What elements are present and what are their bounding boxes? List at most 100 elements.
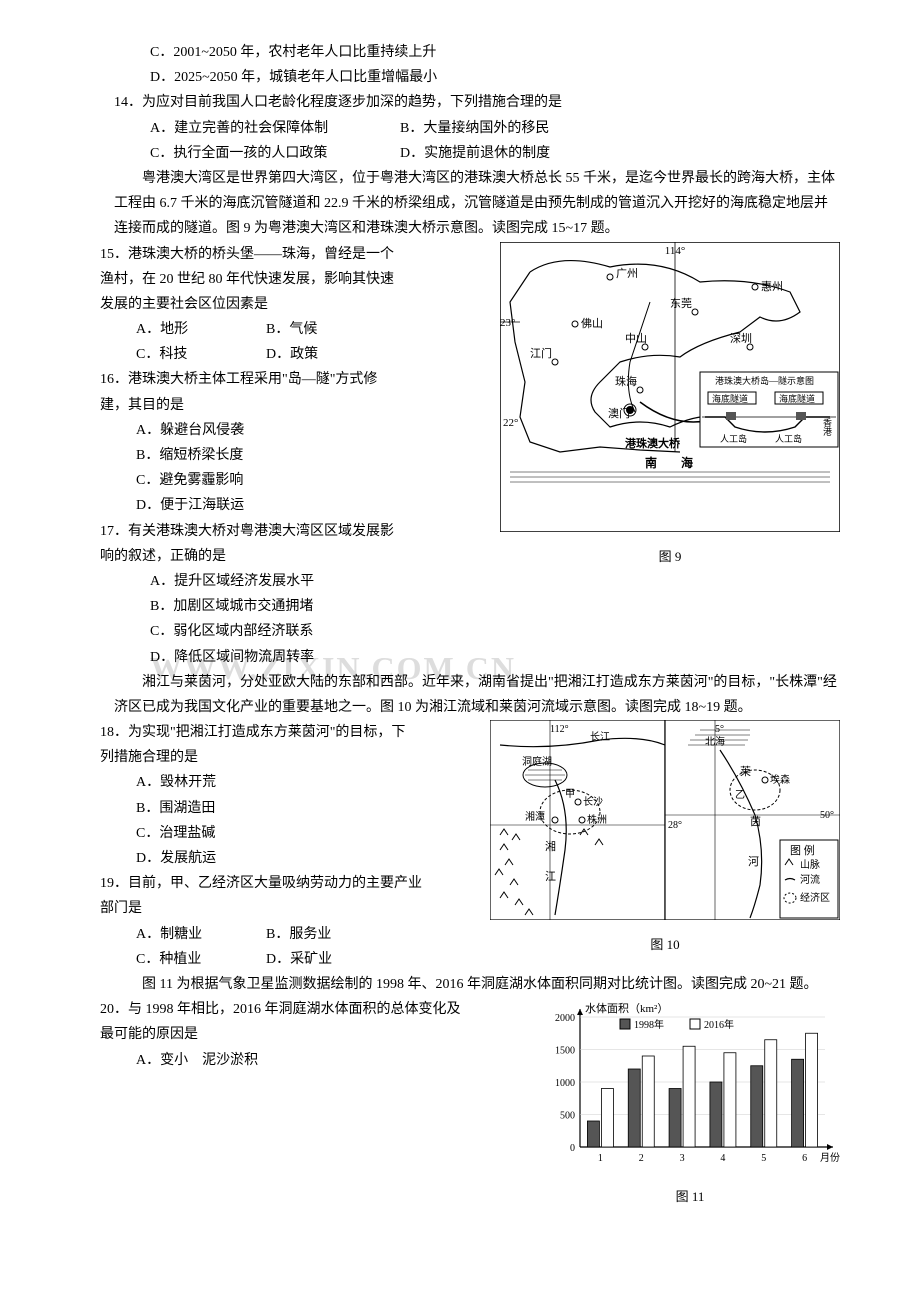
svg-text:22°: 22° <box>503 417 518 429</box>
svg-text:水体面积（km²）: 水体面积（km²） <box>585 1001 668 1015</box>
q19-l1: 19．目前，甲、乙经济区大量吸纳劳动力的主要产业 <box>100 871 480 896</box>
svg-text:惠州: 惠州 <box>761 279 783 293</box>
q14-opt-a: A．建立完善的社会保障体制 <box>150 116 400 141</box>
svg-text:江: 江 <box>545 870 556 883</box>
q16-opt-b: B．缩短桥梁长度 <box>136 443 490 468</box>
q20-l2: 最可能的原因是 <box>100 1022 530 1047</box>
q17-l1: 17．有关港珠澳大桥对粤港澳大湾区区域发展影 <box>100 519 490 544</box>
q18-opt-b: B．围湖造田 <box>136 796 480 821</box>
svg-text:5: 5 <box>761 1153 766 1164</box>
q20-l1: 20．与 1998 年相比，2016 年洞庭湖水体面积的总体变化及 <box>100 997 530 1022</box>
q19-opt-c: C．种植业 <box>136 947 266 972</box>
q19-options: A．制糖业 B．服务业 C．种植业 D．采矿业 <box>100 922 480 972</box>
lake-intro: 图 11 为根据气象卫星监测数据绘制的 1998 年、2016 年洞庭湖水体面积… <box>100 972 840 997</box>
q18-opt-c: C．治理盐碱 <box>136 821 480 846</box>
bridge-intro: 粤港澳大湾区是世界第四大湾区，位于粤港大湾区的港珠澳大桥总长 55 千米，是迄今… <box>100 166 840 242</box>
svg-text:3: 3 <box>680 1153 685 1164</box>
map-9: 114° 23° 广州 惠州 东莞 佛山 中山 深圳 江门 珠海 香港 澳门 2… <box>500 242 840 569</box>
svg-text:海底隧道: 海底隧道 <box>712 393 748 404</box>
q17-opt-c: C．弱化区域内部经济联系 <box>150 619 840 644</box>
svg-text:图 例: 图 例 <box>790 843 815 857</box>
svg-text:港珠澳大桥: 港珠澳大桥 <box>625 436 681 450</box>
svg-text:珠海: 珠海 <box>615 374 637 388</box>
svg-text:香港: 香港 <box>822 417 832 435</box>
q15-opt-c: C．科技 <box>136 342 266 367</box>
fig9-label: 图 9 <box>500 545 840 568</box>
q18-opt-a: A．毁林开荒 <box>136 770 480 795</box>
svg-text:南 海: 南 海 <box>645 455 699 470</box>
svg-text:湘潭: 湘潭 <box>525 810 545 823</box>
svg-text:佛山: 佛山 <box>581 317 603 330</box>
svg-text:湘: 湘 <box>545 839 556 853</box>
q13-options-cont: C．2001~2050 年，农村老年人口比重持续上升 D．2025~2050 年… <box>100 40 840 90</box>
fig10-label: 图 10 <box>490 933 840 956</box>
svg-text:东莞: 东莞 <box>670 297 692 310</box>
svg-text:茵: 茵 <box>750 815 761 828</box>
q15-opt-a: A．地形 <box>136 317 266 342</box>
svg-text:山脉: 山脉 <box>800 858 820 871</box>
q16-opt-c: C．避免雾霾影响 <box>136 468 490 493</box>
q14-text: 14．为应对目前我国人口老龄化程度逐步加深的趋势，下列措施合理的是 <box>100 90 840 115</box>
svg-text:1: 1 <box>598 1153 603 1164</box>
svg-text:深圳: 深圳 <box>730 332 752 345</box>
svg-text:莱: 莱 <box>740 765 751 778</box>
q20-opt-a: A．变小 泥沙淤积 <box>136 1048 530 1073</box>
q14-opt-b: B．大量接纳国外的移民 <box>400 116 650 141</box>
svg-text:28°: 28° <box>668 820 682 831</box>
svg-text:河: 河 <box>748 855 759 868</box>
svg-text:港珠澳大桥岛—隧示意图: 港珠澳大桥岛—隧示意图 <box>715 375 814 386</box>
svg-text:50°: 50° <box>820 810 834 821</box>
q15-l2: 渔村，在 20 世纪 80 年代快速发展，影响其快速 <box>100 267 490 292</box>
svg-text:中山: 中山 <box>625 332 647 345</box>
svg-text:1500: 1500 <box>555 1046 575 1057</box>
fig11-label: 图 11 <box>540 1185 840 1208</box>
svg-text:2016年: 2016年 <box>704 1018 734 1031</box>
q18-options: A．毁林开荒 B．围湖造田 C．治理盐碱 D．发展航运 <box>100 770 480 871</box>
q16-opt-a: A．躲避台风侵袭 <box>136 418 490 443</box>
svg-text:江门: 江门 <box>530 346 552 360</box>
svg-text:月份: 月份 <box>820 1152 840 1164</box>
svg-text:广州: 广州 <box>616 267 638 280</box>
svg-text:人工岛: 人工岛 <box>775 433 802 444</box>
q18-l2: 列措施合理的是 <box>100 745 480 770</box>
q13-opt-c: C．2001~2050 年，农村老年人口比重持续上升 <box>150 40 840 65</box>
svg-text:1000: 1000 <box>555 1078 575 1089</box>
q19-opt-a: A．制糖业 <box>136 922 266 947</box>
river-intro: 湘江与莱茵河，分处亚欧大陆的东部和西部。近年来，湖南省提出"把湘江打造成东方莱茵… <box>100 670 840 720</box>
svg-text:4: 4 <box>720 1153 725 1164</box>
svg-text:500: 500 <box>560 1111 575 1122</box>
q17-opt-b: B．加剧区域城市交通拥堵 <box>150 594 840 619</box>
svg-text:1998年: 1998年 <box>634 1018 664 1031</box>
q15-l3: 发展的主要社会区位因素是 <box>100 292 490 317</box>
q13-opt-d: D．2025~2050 年，城镇老年人口比重增幅最小 <box>150 65 840 90</box>
q14-options: A．建立完善的社会保障体制 B．大量接纳国外的移民 C．执行全面一孩的人口政策 … <box>100 116 840 166</box>
q16-l1: 16．港珠澳大桥主体工程采用"岛—隧"方式修 <box>100 367 490 392</box>
q15-options: A．地形 B．气候 C．科技 D．政策 <box>100 317 490 367</box>
q16-options: A．躲避台风侵袭 B．缩短桥梁长度 C．避免雾霾影响 D．便于江海联运 <box>100 418 490 519</box>
svg-text:0: 0 <box>570 1143 575 1154</box>
q14-opt-c: C．执行全面一孩的人口政策 <box>150 141 400 166</box>
chart-11: 水体面积（km²）05001000150020001998年2016年12345… <box>540 997 840 1209</box>
q15-opt-b: B．气候 <box>266 317 396 342</box>
svg-text:6: 6 <box>802 1153 807 1164</box>
q15-opt-d: D．政策 <box>266 342 396 367</box>
q19-opt-d: D．采矿业 <box>266 947 396 972</box>
svg-text:人工岛: 人工岛 <box>720 433 747 444</box>
q18-opt-d: D．发展航运 <box>136 846 480 871</box>
map9-lon: 114° <box>665 245 686 257</box>
q17-l2: 响的叙述，正确的是 <box>100 544 490 569</box>
svg-text:澳门: 澳门 <box>608 406 630 420</box>
q17-opt-d: D．降低区域间物流周转率 <box>150 645 840 670</box>
svg-text:株洲: 株洲 <box>587 813 607 826</box>
svg-text:洞庭湖: 洞庭湖 <box>522 755 552 768</box>
svg-text:北海: 北海 <box>705 735 725 748</box>
q18-l1: 18．为实现"把湘江打造成东方莱茵河"的目标，下 <box>100 720 480 745</box>
q16-opt-d: D．便于江海联运 <box>136 493 490 518</box>
svg-text:河流: 河流 <box>800 873 820 886</box>
svg-text:经济区: 经济区 <box>800 891 830 904</box>
q17-opt-a: A．提升区域经济发展水平 <box>150 569 840 594</box>
q14-opt-d: D．实施提前退休的制度 <box>400 141 650 166</box>
svg-text:乙: 乙 <box>735 789 745 801</box>
q19-opt-b: B．服务业 <box>266 922 396 947</box>
q17-options: A．提升区域经济发展水平 B．加剧区域城市交通拥堵 C．弱化区域内部经济联系 D… <box>100 569 840 670</box>
